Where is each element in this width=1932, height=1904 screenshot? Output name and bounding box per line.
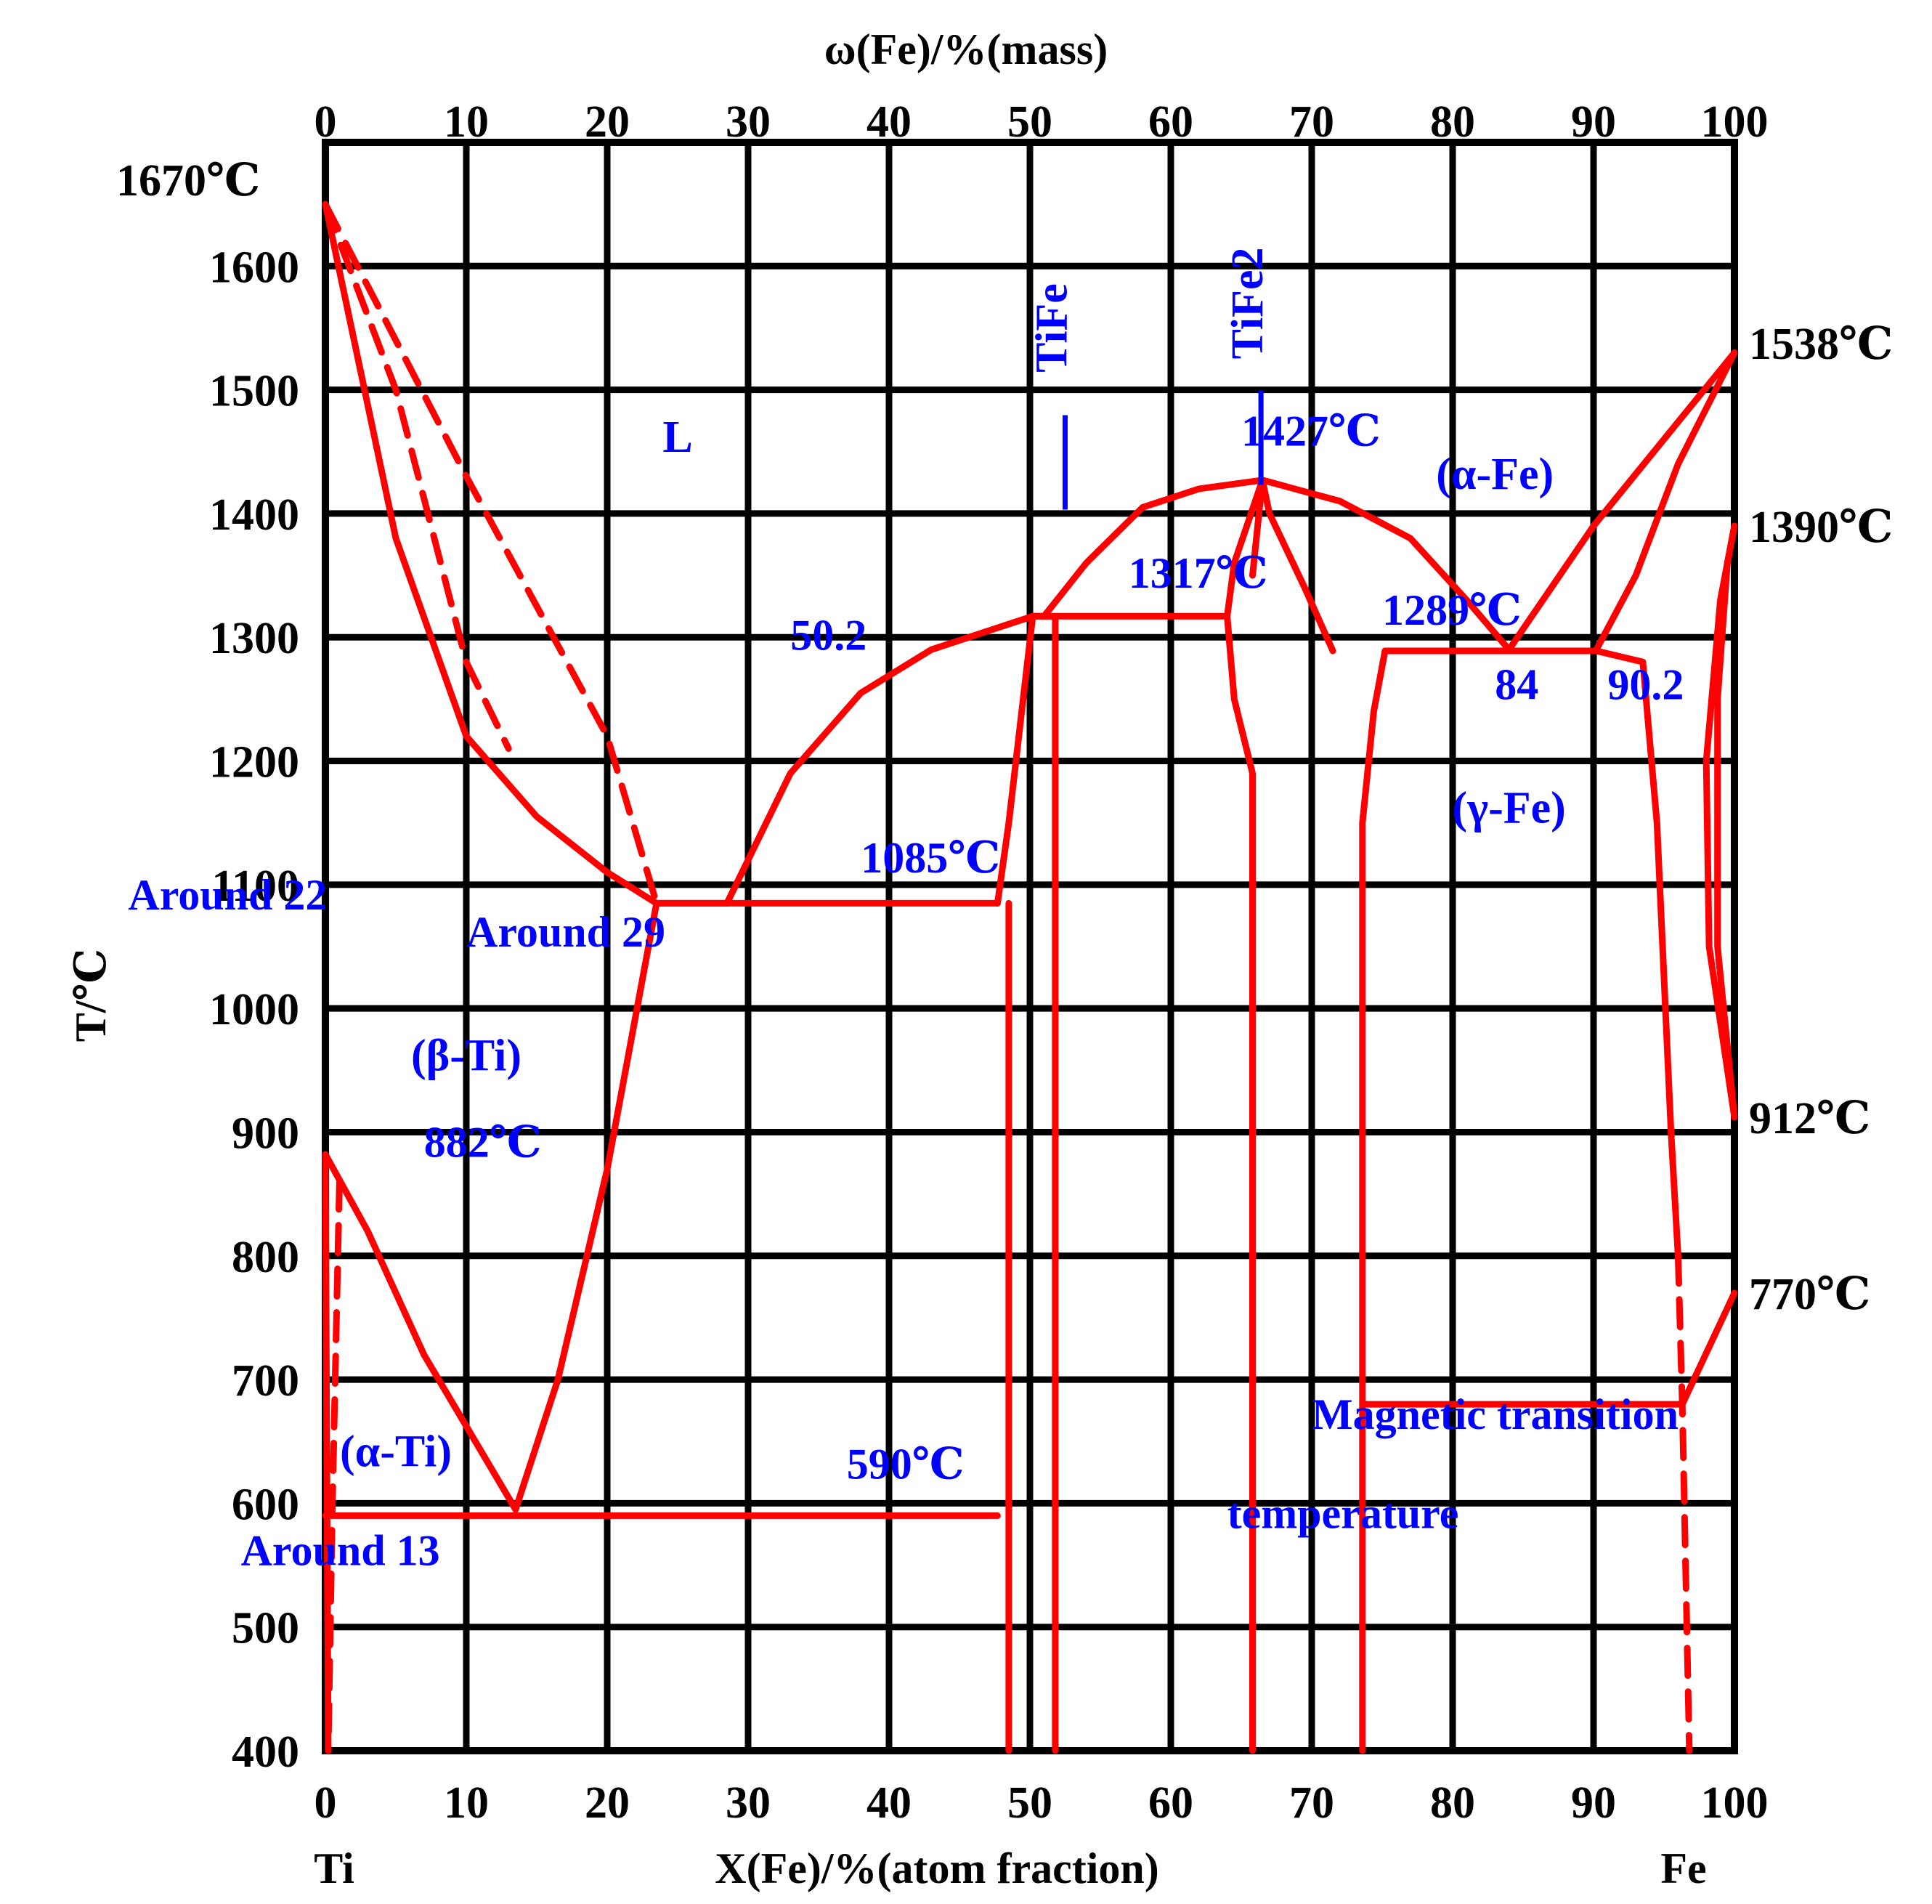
phase-line-tife2-left-boundary xyxy=(1224,477,1336,655)
temperature-annotation: 912℃ xyxy=(1749,1094,1870,1143)
x-tick-label: 60 xyxy=(1148,1778,1193,1828)
top-tick-label: 80 xyxy=(1430,97,1475,147)
bottom-axis-label: X(Fe)/%(atom fraction) xyxy=(715,1844,1158,1892)
point-annotation: Around 22 xyxy=(128,871,327,919)
top-tick-label: 70 xyxy=(1289,97,1334,147)
point-annotation: 84 xyxy=(1495,660,1538,708)
phase-label: (γ-Fe) xyxy=(1452,784,1565,833)
y-tick-label: 1400 xyxy=(209,490,299,540)
point-annotation: Around 29 xyxy=(466,908,665,956)
point-annotation: 882℃ xyxy=(424,1119,542,1167)
top-tick-label: 60 xyxy=(1148,97,1193,147)
top-tick-label: 100 xyxy=(1701,97,1769,147)
phase-label: L xyxy=(662,413,692,462)
top-tick-label: 90 xyxy=(1571,97,1616,147)
phase-line-beta-ti-solvus xyxy=(512,899,660,1513)
compound-label: TiFe2 xyxy=(1223,247,1273,359)
phase-line-ti-axis-solid xyxy=(322,1151,332,1754)
top-tick-label: 30 xyxy=(726,97,771,147)
point-annotation: 1427℃ xyxy=(1241,407,1381,455)
grid xyxy=(322,139,1738,1754)
top-tick-label: 10 xyxy=(444,97,489,147)
temperature-annotation: 1390℃ xyxy=(1749,503,1893,552)
phase-line-solidus-fe-side xyxy=(1593,349,1738,653)
point-annotation: 50.2 xyxy=(790,611,866,659)
temperature-annotation: 1670℃ xyxy=(116,156,260,206)
phase-label: (α-Fe) xyxy=(1436,450,1554,499)
y-tick-label: 500 xyxy=(232,1604,299,1653)
x-tick-label: 40 xyxy=(866,1778,912,1828)
compound-label: TiFe xyxy=(1027,283,1076,373)
phase-line-solidus-ti-side-dashed xyxy=(322,200,512,752)
point-annotation: 90.2 xyxy=(1607,660,1684,708)
tick-labels: 0 10 20 30 40 50 60 70 80 90 1000 10 20 30 40 50 60 70 80 9… xyxy=(209,97,1769,1828)
point-annotation: Around 13 xyxy=(241,1527,440,1575)
point-annotation: Magnetic transition xyxy=(1312,1390,1679,1438)
x-tick-label: 0 xyxy=(314,1778,337,1828)
x-tick-label: 50 xyxy=(1007,1778,1052,1828)
point-annotation: 590℃ xyxy=(847,1440,965,1488)
y-axis-label: T/℃ xyxy=(67,949,115,1042)
y-tick-label: 1300 xyxy=(209,614,299,663)
phase-label: (β-Ti) xyxy=(411,1031,521,1080)
x-tick-label: 30 xyxy=(726,1778,771,1828)
top-axis-label: ω(Fe)/%(mass) xyxy=(824,25,1108,73)
phase-line-alpha-ti-transus xyxy=(322,1151,519,1513)
phase-boundaries xyxy=(322,200,1738,1754)
point-annotation: 1085℃ xyxy=(861,834,1000,882)
x-axis-left-element: Ti xyxy=(314,1844,354,1892)
phase-line-liquidus-fe-side xyxy=(1506,349,1738,653)
y-tick-label: 400 xyxy=(232,1727,299,1777)
phase-line-tife2-solvus-left xyxy=(1224,612,1256,1754)
x-tick-label: 10 xyxy=(444,1778,489,1828)
x-tick-label: 80 xyxy=(1430,1778,1475,1828)
y-tick-label: 700 xyxy=(232,1356,299,1406)
y-tick-label: 1100 xyxy=(211,862,299,911)
y-tick-label: 1600 xyxy=(209,243,299,292)
x-tick-label: 100 xyxy=(1701,1778,1769,1828)
top-tick-label: 20 xyxy=(585,97,630,147)
temperature-annotation: 1538℃ xyxy=(1749,320,1893,369)
phase-line-gamma-loop-left xyxy=(1359,647,1389,1754)
phase-line-magnetic-transition xyxy=(1359,1289,1738,1408)
top-tick-label: 40 xyxy=(866,97,912,147)
y-tick-label: 1500 xyxy=(209,367,299,416)
y-tick-label: 900 xyxy=(232,1109,299,1158)
phase-line-tife2-solvus-right xyxy=(1249,477,1266,579)
point-annotation: temperature xyxy=(1227,1489,1459,1537)
x-tick-label: 20 xyxy=(585,1778,630,1828)
point-annotation: 1289℃ xyxy=(1382,586,1522,634)
y-tick-label: 800 xyxy=(232,1233,299,1282)
top-tick-label: 0 xyxy=(314,97,337,147)
phase-line-liquidus-tife xyxy=(723,612,1036,907)
x-tick-label: 70 xyxy=(1289,1778,1334,1828)
phase-line-alpha-fe-boundary xyxy=(1593,647,1681,1260)
y-tick-label: 600 xyxy=(232,1480,299,1529)
top-tick-label: 50 xyxy=(1007,97,1052,147)
x-tick-label: 90 xyxy=(1571,1778,1616,1828)
phase-label: (α-Ti) xyxy=(340,1427,452,1476)
y-tick-label: 1200 xyxy=(209,738,299,787)
phase-line-liquidus-ti-side-dashed xyxy=(322,200,660,907)
annotations: 1670℃ 1538℃ 1390℃ 912℃ 770℃ L (α-Fe) (γ-Fe) (β-T… xyxy=(116,156,1893,1574)
point-annotation: 1317℃ xyxy=(1129,549,1268,597)
y-tick-label: 1000 xyxy=(209,985,299,1034)
phase-line-gamma-loop-fe-right xyxy=(1714,522,1738,1121)
temperature-annotation: 770℃ xyxy=(1749,1270,1870,1319)
x-axis-right-element: Fe xyxy=(1660,1844,1706,1892)
